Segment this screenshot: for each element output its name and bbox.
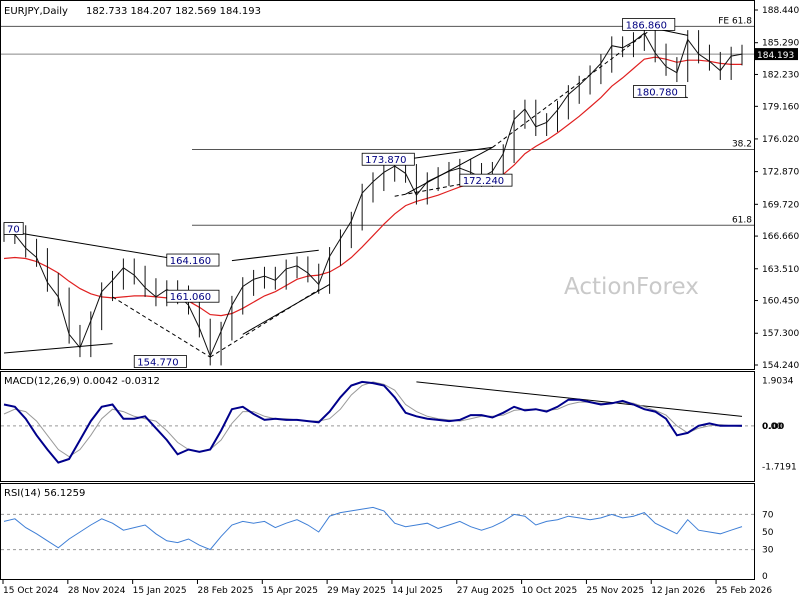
y-tick-label: 176.020 <box>762 135 799 145</box>
price-annotation: 70 <box>7 224 20 235</box>
y-tick-label: 154.240 <box>762 361 799 371</box>
price-title: EURJPY,Daily <box>4 6 68 17</box>
price-layer: FE 61.8 38.2 61.8 186.860 180.780 173.870 172.… <box>1 16 754 368</box>
x-tick-label: 15 Oct 2024 <box>3 586 59 596</box>
price-annotation-box <box>3 222 24 235</box>
ohlc-readout: 182.733 184.207 182.569 184.193 <box>86 6 261 17</box>
x-tick-label: 29 May 2025 <box>327 586 386 596</box>
trendline <box>112 296 211 358</box>
rsi-tick-label: 0 <box>762 572 768 582</box>
y-tick-label: 169.720 <box>762 200 799 210</box>
fib-label: 38.2 <box>732 140 752 150</box>
y-tick-label: 163.510 <box>762 265 799 275</box>
y-tick-label: 179.160 <box>762 102 799 112</box>
macd-series <box>3 380 742 464</box>
fib-label: 61.8 <box>732 215 752 225</box>
x-tick-label: 14 Jul 2025 <box>392 586 443 596</box>
x-tick-label: 28 Nov 2024 <box>68 586 126 596</box>
x-tick-label: 25 Nov 2025 <box>586 586 644 596</box>
y-tick-label: 188.440 <box>762 6 799 16</box>
x-tick-label: 15 Apr 2025 <box>262 586 318 596</box>
rsi-series <box>3 506 743 551</box>
macd-title: MACD(12,26,9) 0.0042 -0.0312 <box>4 376 160 387</box>
price-annotation-box <box>166 253 220 267</box>
price-series <box>3 32 743 358</box>
trendline <box>231 249 319 262</box>
trendline <box>405 146 493 195</box>
fib-label: FE 61.8 <box>718 16 752 26</box>
macd-panel-frame <box>0 371 755 482</box>
trendline <box>394 178 493 197</box>
rsi-layer <box>1 506 754 551</box>
price-annotation: 161.060 <box>170 292 211 303</box>
trendline <box>492 25 656 148</box>
x-tick-label: 10 Oct 2025 <box>522 586 578 596</box>
ma-series <box>3 56 742 317</box>
rsi-tick-label: 70 <box>762 510 774 520</box>
current-price-label: 184.193 <box>757 51 794 61</box>
x-tick-label: 25 Feb 2026 <box>716 586 772 596</box>
rsi-tick-label: 50 <box>762 528 774 538</box>
trendline <box>242 284 330 335</box>
x-tick-label: 12 Jan 2026 <box>651 586 705 596</box>
rsi-tick-label: 30 <box>762 546 774 556</box>
price-annotation: 164.160 <box>170 256 211 267</box>
y-tick-label: 172.870 <box>762 168 799 178</box>
x-tick-label: 15 Jan 2025 <box>133 586 187 596</box>
current-price-marker <box>755 48 798 61</box>
watermark: ActionForex <box>564 274 699 300</box>
rsi-title: RSI(14) 56.1259 <box>4 488 85 499</box>
axis-layer: 188.440 185.290 182.230 179.160 176.020 172.8… <box>2 6 799 596</box>
price-annotation-box <box>361 152 415 166</box>
price-annotation-box <box>459 173 513 187</box>
macd-current-value: 0.00 <box>762 422 784 432</box>
trendline <box>3 343 113 354</box>
macd-layer <box>1 380 754 464</box>
price-annotation: 180.780 <box>636 88 677 99</box>
y-tick-label: 166.660 <box>762 232 799 242</box>
price-annotation-box <box>633 85 687 98</box>
y-tick-label: 160.450 <box>762 297 799 307</box>
y-tick-label: 182.230 <box>762 70 799 80</box>
rsi-panel-frame <box>0 483 755 580</box>
price-annotation-box <box>166 289 220 303</box>
macd-tick-label: -1.7191 <box>762 463 797 473</box>
price-annotation: 172.240 <box>463 176 504 187</box>
price-annotation: 173.870 <box>365 155 406 166</box>
y-tick-label: 185.290 <box>762 39 799 49</box>
macd-tick-label: 0.00 <box>762 422 782 432</box>
price-annotation-box <box>622 18 676 31</box>
x-tick-label: 28 Feb 2025 <box>197 586 253 596</box>
price-annotation: 154.770 <box>137 357 178 368</box>
y-tick-label: 157.300 <box>762 329 799 339</box>
price-annotation: 186.860 <box>626 20 667 31</box>
macd-tick-label: 1.9034 <box>762 377 794 387</box>
x-tick-label: 27 Aug 2025 <box>457 586 515 596</box>
price-panel-frame <box>0 0 755 370</box>
price-annotation-box <box>133 355 187 368</box>
